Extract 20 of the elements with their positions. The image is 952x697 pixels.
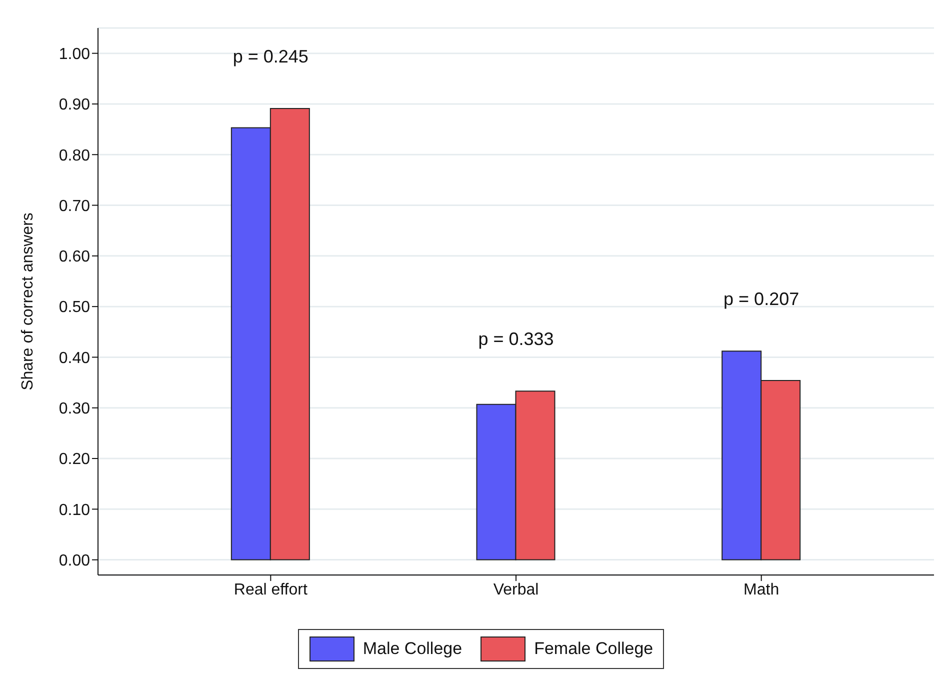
annotation: p = 0.207 [724, 289, 800, 310]
y-tick-label: 0.60 [58, 248, 90, 266]
x-tick-label: Math [744, 581, 780, 598]
y-tick-label: 0.10 [58, 502, 90, 519]
y-axis-title: Share of correct answers [20, 212, 37, 390]
x-tick-label: Real effort [234, 581, 308, 598]
y-tick-label: 0.80 [58, 147, 90, 164]
y-tick-label: 0.70 [58, 198, 90, 215]
annotation: p = 0.245 [232, 46, 308, 67]
annotation: p = 0.333 [478, 329, 554, 350]
y-tick-label: 0.90 [58, 96, 90, 114]
x-tick-label: Verbal [493, 581, 539, 598]
legend-label: Female College [534, 639, 654, 659]
y-tick-label: 0.30 [58, 400, 90, 418]
y-tick-label: 1.00 [58, 46, 90, 64]
y-tick-label: 0.50 [58, 299, 90, 316]
legend-label: Male College [362, 639, 462, 659]
y-tick-label: 0.20 [58, 451, 90, 468]
y-tick-label: 0.40 [58, 350, 90, 367]
y-tick-label: 0.00 [58, 552, 90, 570]
